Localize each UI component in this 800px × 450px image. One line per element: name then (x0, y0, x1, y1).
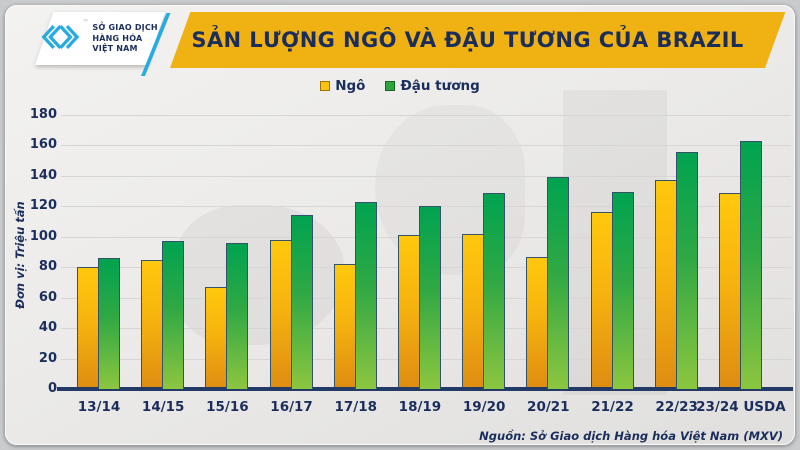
gridline (61, 115, 791, 116)
gridline (61, 175, 791, 177)
bar-group-13-14 (77, 258, 121, 389)
chart-card: SẢN LƯỢNG NGÔ VÀ ĐẬU TƯƠNG CỦA BRAZIL ™ … (5, 5, 795, 445)
bar-group-18-19 (397, 206, 442, 389)
corn-bar-20/21 (526, 256, 549, 389)
y-tick-label: 140 (29, 167, 57, 183)
corn-bar-15/16 (205, 287, 228, 389)
soybean-bar-23/24 (739, 140, 762, 389)
x-tick-label: 22/23 (655, 399, 698, 415)
bar-group-16-17 (269, 214, 314, 389)
legend-swatch (385, 81, 396, 91)
chart-legend: Ngô Đậu tương (5, 78, 795, 94)
y-tick-label: 60 (38, 289, 57, 305)
bar-group-17-18 (333, 201, 378, 389)
x-tick-label: 19/20 (462, 399, 506, 415)
x-tick-label: 21/22 (591, 399, 634, 415)
soybean-bar-17/18 (354, 201, 377, 389)
y-tick-label: 180 (29, 107, 57, 122)
soybean-bar-13/14 (98, 258, 120, 389)
logo-org-name: SỞ GIAO DỊCH HÀNG HÓA VIỆT NAM (92, 23, 158, 54)
trademark-symbol: ™ (82, 19, 89, 26)
y-tick-label: 80 (38, 259, 57, 275)
legend-item-dau-tuong: Đậu tương (385, 78, 480, 94)
y-tick-label: 20 (38, 350, 57, 366)
y-tick-label: 120 (29, 198, 57, 214)
y-tick-label: 40 (38, 320, 57, 336)
corn-bar-19/20 (462, 233, 485, 389)
x-tick-label: 13/14 (77, 399, 121, 415)
bars-container (61, 115, 791, 389)
x-tick-label: 16/17 (270, 399, 313, 415)
corn-bar-22/23 (654, 180, 677, 389)
corn-bar-18/19 (397, 235, 420, 389)
bar-group-20-21 (526, 176, 570, 389)
bar-group-19-20 (462, 193, 506, 389)
corn-bar-13/14 (77, 267, 99, 389)
page-title: SẢN LƯỢNG NGÔ VÀ ĐẬU TƯƠNG CỦA BRAZIL (191, 28, 744, 52)
soybean-bar-21/22 (611, 191, 634, 389)
soybean-bar-19/20 (483, 193, 506, 389)
legend-label: Đậu tương (400, 78, 480, 94)
corn-bar-16/17 (269, 239, 292, 389)
x-tick-label: 23/24 USDA (696, 399, 786, 415)
bar-group-22-23 (654, 151, 699, 389)
x-tick-label: 18/19 (398, 399, 442, 415)
x-tick-label: 20/21 (527, 399, 570, 415)
soybean-bar-14/15 (162, 241, 185, 389)
gridline (61, 145, 791, 147)
title-banner: SẢN LƯỢNG NGÔ VÀ ĐẬU TƯƠNG CỦA BRAZIL (170, 12, 786, 68)
bar-group-14-15 (141, 241, 185, 389)
x-tick-label: 14/15 (141, 399, 185, 415)
legend-item-ngo: Ngô (320, 78, 365, 94)
y-tick-label: 100 (29, 228, 57, 244)
bar-group-15-16 (205, 242, 249, 389)
soybean-bar-16/17 (290, 214, 313, 389)
soybean-bar-22/23 (675, 151, 698, 389)
corn-bar-14/15 (141, 259, 164, 389)
corn-bar-17/18 (333, 264, 356, 389)
y-tick-label: 0 (47, 381, 57, 396)
bar-group-21-22 (590, 191, 635, 389)
corn-bar-21/22 (590, 212, 613, 389)
legend-swatch (320, 81, 331, 91)
soybean-bar-20/21 (547, 176, 570, 389)
bar-group-23-24-usda (718, 140, 763, 389)
x-tick-label: 17/18 (334, 399, 377, 415)
soybean-bar-18/19 (418, 206, 441, 389)
x-axis-labels: 13/14 14/15 15/16 16/17 17/18 18/19 19/20 20/21… (61, 399, 791, 415)
x-tick-label: 15/16 (206, 399, 249, 415)
y-tick-label: 160 (29, 137, 57, 153)
mxv-chevrons-icon (40, 20, 80, 58)
legend-label: Ngô (335, 78, 366, 94)
corn-bar-23/24 (718, 192, 741, 389)
world-map-watermark (175, 205, 345, 345)
mxv-logo: ™ SỞ GIAO DỊCH HÀNG HÓA VIỆT NAM (35, 12, 166, 65)
source-note: Nguồn: Sở Giao dịch Hàng hóa Việt Nam (M… (479, 429, 783, 443)
soybean-bar-15/16 (226, 242, 249, 389)
